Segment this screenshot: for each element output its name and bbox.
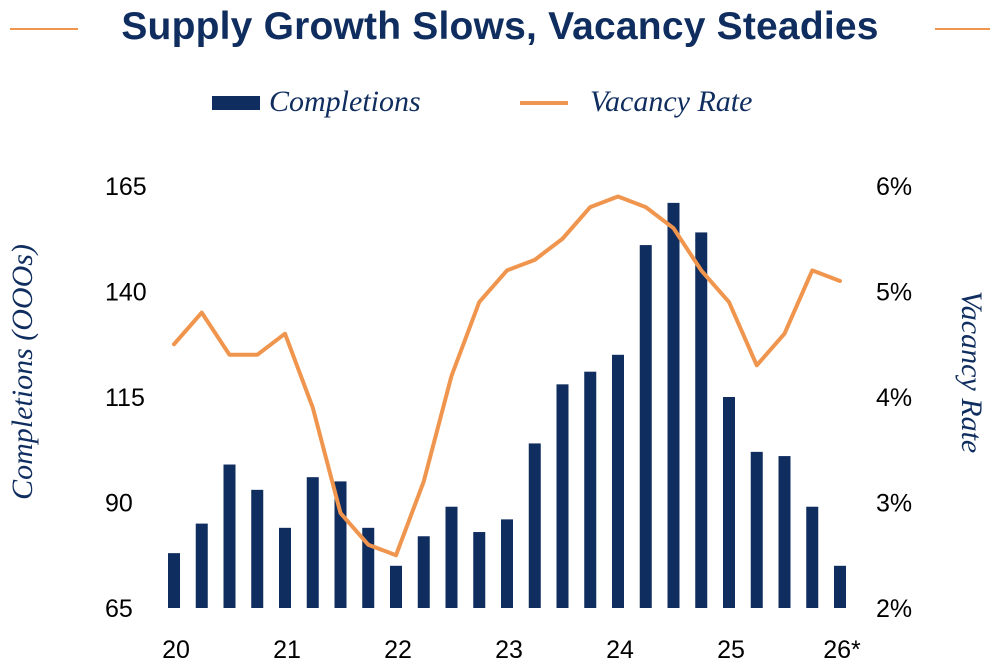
bar-completions-20Q1 (168, 553, 180, 608)
line-layer (172, 194, 842, 558)
bar-completions-20Q2 (195, 523, 208, 608)
x-tick-label: 23 (495, 636, 523, 664)
legend-item-vacancy-rate: Vacancy Rate (520, 84, 800, 124)
bar-completions-24Q4 (695, 232, 708, 609)
bar-completions-26Q1 (834, 565, 846, 608)
chart-title: Supply Growth Slows, Vacancy Steadies (121, 5, 879, 48)
bar-completions-24Q1 (612, 354, 624, 608)
bar-completions-23Q1 (501, 519, 513, 608)
bar-completions-25Q4 (806, 506, 819, 608)
left-tick-label: 65 (105, 595, 133, 623)
legend-swatch-vacancy-rate (520, 101, 568, 105)
bar-completions-22Q4 (473, 532, 486, 608)
x-tick-label: 26* (823, 636, 861, 664)
title-rule-left (10, 28, 78, 30)
right-tick-label: 3% (876, 490, 912, 518)
right-tick-label: 4% (876, 384, 912, 412)
x-axis-ticks: 20 21 22 23 24 25 26* (162, 636, 861, 664)
x-tick-label: 20 (162, 636, 190, 664)
bar-completions-21Q2 (306, 477, 319, 608)
left-tick-label: 140 (105, 279, 147, 307)
bar-completions-23Q3 (556, 384, 569, 608)
bar-completions-22Q2 (417, 536, 430, 608)
left-tick-label: 90 (105, 490, 133, 518)
x-tick-label: 21 (273, 636, 301, 664)
title-area: Supply Growth Slows, Vacancy Steadies (0, 0, 1000, 60)
left-tick-label: 115 (105, 384, 145, 412)
bar-completions-23Q2 (528, 443, 541, 608)
x-tick-label: 24 (606, 636, 634, 664)
title-rule-right (935, 28, 990, 30)
bar-completions-20Q3 (223, 464, 236, 608)
bars-layer (168, 202, 846, 609)
x-tick-label: 25 (717, 636, 745, 664)
legend-swatch-completions (212, 96, 260, 110)
left-axis-ticks: 65 90 115 140 165 (105, 173, 147, 623)
right-tick-label: 5% (876, 279, 912, 307)
legend: Completions Vacancy Rate (0, 84, 1000, 124)
left-tick-label: 165 (105, 173, 147, 201)
bar-completions-21Q1 (279, 527, 291, 608)
bar-completions-23Q4 (584, 371, 597, 608)
bar-completions-22Q1 (390, 565, 402, 608)
bar-completions-24Q2 (639, 245, 652, 608)
bar-completions-24Q3 (667, 202, 680, 608)
legend-label-completions: Completions (269, 85, 421, 118)
bar-completions-22Q3 (445, 506, 458, 608)
right-tick-label: 6% (876, 173, 912, 201)
legend-label-vacancy-rate: Vacancy Rate (590, 85, 753, 118)
bar-completions-25Q1 (723, 397, 735, 608)
bar-completions-25Q3 (778, 456, 791, 608)
right-axis-title: Vacancy Rate (955, 291, 988, 453)
line-vacancy-rate (172, 194, 842, 558)
bar-completions-25Q2 (750, 451, 763, 608)
bar-completions-20Q4 (251, 489, 264, 608)
right-tick-label: 2% (876, 595, 912, 623)
left-axis-title: Completions (OOOs) (6, 244, 39, 500)
x-tick-label: 22 (384, 636, 412, 664)
bar-completions-21Q3 (334, 481, 347, 608)
right-axis-ticks: 2% 3% 4% 5% 6% (876, 173, 912, 623)
legend-item-completions: Completions (212, 84, 472, 124)
